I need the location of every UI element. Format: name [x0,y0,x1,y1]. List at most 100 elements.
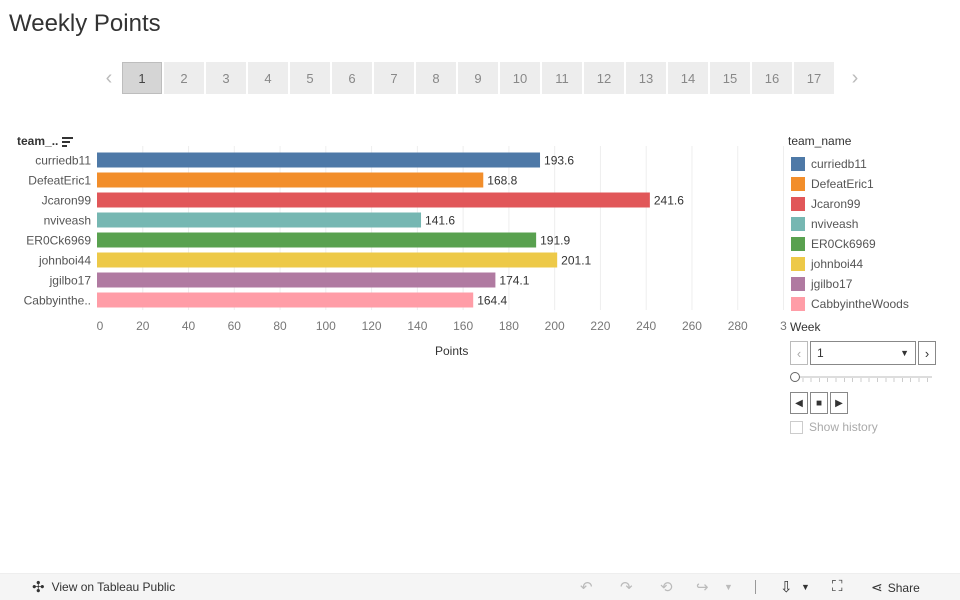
page-pager: ‹ 1 2 3 4 5 6 7 8 9 10 11 12 13 14 15 16 17 › [96,62,868,94]
page-button[interactable]: 17 [794,62,834,94]
row-header-label: team_.. [17,134,59,148]
legend: team_name curriedb11 DefeatEric1 Jcaron99 n… [788,134,958,314]
chevron-left-icon[interactable]: ‹ [105,66,113,89]
legend-swatch [791,297,805,311]
bar[interactable] [97,212,422,228]
x-tick-label: 80 [273,319,287,333]
page-button[interactable]: 1 [122,62,162,94]
legend-swatch [791,277,805,291]
page-button[interactable]: 7 [374,62,414,94]
download-icon[interactable]: ⇩ [780,579,793,596]
legend-swatch [791,217,805,231]
category-label: ER0Ck6969 [26,234,91,248]
category-label: DefeatEric1 [28,174,91,188]
x-tick-label: 100 [316,319,336,333]
page-button[interactable]: 3 [206,62,246,94]
sort-icon[interactable] [62,136,74,147]
week-next-button[interactable]: › [918,341,936,365]
category-label: johnboi44 [38,254,91,268]
x-tick-label: 20 [136,319,150,333]
week-dropdown[interactable]: 1 ▼ [810,341,916,365]
bar[interactable] [97,272,496,288]
page-button[interactable]: 12 [584,62,624,94]
bar[interactable] [97,152,541,168]
week-filter: Week ‹ 1 ▼ › ◀ ■ ▶ Show history [790,320,960,434]
legend-swatch [791,197,805,211]
row-header: team_.. [17,134,74,148]
bar-value-label: 164.4 [477,294,507,308]
checkbox-box[interactable] [790,420,803,434]
playback-controls: ◀ ■ ▶ [790,392,848,414]
refresh-icon[interactable]: ↪ [696,579,709,596]
share-button[interactable]: ⋖ Share [871,579,920,596]
download-chevron-down-icon[interactable]: ▼ [801,582,810,592]
view-on-tableau-link[interactable]: ✣ View on Tableau Public [32,578,175,596]
x-tick-label: 0 [97,319,104,333]
page-title: Weekly Points [9,10,161,37]
legend-label: nviveash [811,217,859,231]
legend-item[interactable]: johnboi44 [788,254,958,274]
page-button[interactable]: 9 [458,62,498,94]
x-tick-label: 3 [780,319,787,333]
x-tick-label: 180 [499,319,519,333]
page-button[interactable]: 13 [626,62,666,94]
legend-swatch [791,257,805,271]
x-tick-label: 140 [407,319,427,333]
legend-title: team_name [788,134,852,148]
page-button[interactable]: 5 [290,62,330,94]
chevron-right-icon[interactable]: › [851,66,859,89]
x-tick-label: 40 [182,319,196,333]
footer-toolbar: ✣ View on Tableau Public ↶ ↷ ⟲ ↪ ▼ ⇩ ▼ ⛶… [0,573,960,600]
legend-label: Jcaron99 [811,197,861,211]
legend-item[interactable]: nviveash [788,214,958,234]
play-backward-icon[interactable]: ◀ [790,392,808,414]
page-button[interactable]: 8 [416,62,456,94]
week-prev-button[interactable]: ‹ [790,341,808,365]
bar[interactable] [97,232,537,248]
bar[interactable] [97,172,484,188]
week-slider[interactable] [790,372,932,382]
x-tick-label: 260 [682,319,702,333]
legend-item[interactable]: jgilbo17 [788,274,958,294]
page-button[interactable]: 4 [248,62,288,94]
page-button[interactable]: 11 [542,62,582,94]
week-control: ‹ 1 ▼ › [790,341,936,365]
legend-item[interactable]: DefeatEric1 [788,174,958,194]
x-tick-label: 220 [590,319,610,333]
toolbar-divider [755,580,756,594]
legend-swatch [791,237,805,251]
page-button[interactable]: 14 [668,62,708,94]
x-tick-label: 200 [545,319,565,333]
legend-label: johnboi44 [811,257,864,271]
x-axis-title: Points [435,344,469,358]
bar[interactable] [97,192,650,208]
page-button[interactable]: 15 [710,62,750,94]
page-button[interactable]: 6 [332,62,372,94]
bar-value-label: 141.6 [425,214,455,228]
undo-icon[interactable]: ↶ [580,579,593,596]
legend-item[interactable]: Jcaron99 [788,194,958,214]
play-forward-icon[interactable]: ▶ [830,392,848,414]
page-button[interactable]: 16 [752,62,792,94]
slider-thumb[interactable] [790,372,800,382]
show-history-checkbox[interactable]: Show history [790,420,878,434]
fullscreen-icon[interactable]: ⛶ [832,578,843,595]
bar[interactable] [97,292,474,308]
stop-icon[interactable]: ■ [810,392,828,414]
chart-svg: 193.6 curriedb11 168.8 DefeatEric1 241.6 Jcar… [24,146,787,333]
bar-value-label: 201.1 [561,254,591,268]
legend-label: ER0Ck6969 [811,237,876,251]
page-button[interactable]: 2 [164,62,204,94]
legend-item[interactable]: ER0Ck6969 [788,234,958,254]
week-value: 1 [817,346,824,360]
legend-label: DefeatEric1 [811,177,874,191]
legend-item[interactable]: curriedb11 [788,154,958,174]
redo-icon[interactable]: ↷ [620,579,633,596]
revert-icon[interactable]: ⟲ [660,579,673,596]
page-button[interactable]: 10 [500,62,540,94]
refresh-chevron-down-icon[interactable]: ▼ [724,582,733,592]
bar[interactable] [97,252,558,268]
legend-items: curriedb11 DefeatEric1 Jcaron99 nviveash ER0… [788,154,958,314]
category-label: jgilbo17 [49,274,92,288]
legend-item[interactable]: CabbyintheWoods [788,294,958,314]
